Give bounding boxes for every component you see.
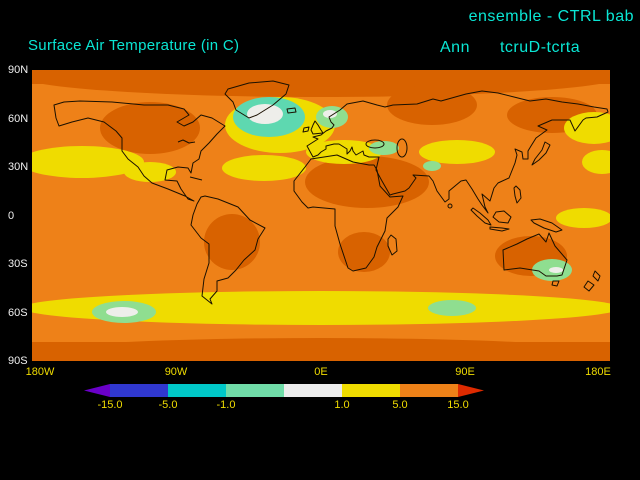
colorbar-tick-label: 1.0 [334, 399, 350, 411]
colorbar [84, 384, 484, 397]
coast-new-guinea [530, 218, 563, 233]
region-black-caspian-cool [369, 141, 399, 155]
region-north-pacific-mild [20, 146, 144, 178]
lon-tick-label: 90E [455, 366, 475, 378]
colorbar-segment [284, 384, 342, 397]
coast-greenland [224, 80, 290, 119]
region-west-siberia-warm [387, 85, 477, 125]
colorbar-tick-label: -15.0 [97, 399, 123, 411]
colorbar-segment [110, 384, 168, 397]
page-title: Surface Air Temperature (in C) [28, 37, 240, 54]
coast-philippines [513, 185, 522, 204]
lat-tick-label: 60S [8, 306, 28, 319]
coast-ireland [302, 126, 310, 133]
contour-fill-layer [11, 53, 631, 374]
lon-tick-label: 0E [314, 366, 328, 378]
region-southern-ocean-band [21, 291, 621, 325]
coast-north-america [53, 100, 226, 202]
lon-tick-label: 180W [25, 366, 55, 378]
lat-tick-label: 90N [8, 64, 29, 76]
colorbar-tick-label: 5.0 [392, 399, 408, 411]
coast-australia [502, 232, 568, 277]
lon-tick-label: 90W [164, 366, 188, 378]
colorbar-tick-label: -1.0 [216, 399, 236, 411]
lon-tick-label: 180E [585, 366, 611, 378]
lat-tick-label: 30N [8, 161, 29, 173]
coast-new-zealand-south [583, 280, 595, 292]
temperature-map [11, 53, 631, 374]
region-south-america-warm [204, 214, 260, 270]
coast-madagascar [387, 234, 398, 256]
coast-sumatra [470, 207, 492, 226]
coast-new-zealand-north [592, 270, 601, 282]
coast-africa [293, 154, 404, 272]
coast-java [489, 226, 510, 232]
region-tasman-core [549, 267, 563, 273]
subtitle-ensemble: ensemble - CTRL bab [468, 8, 634, 25]
right-subtitle: Ann tcruD-tcrta [440, 39, 580, 57]
colorbar-segment [342, 384, 400, 397]
colorbar-tick-label: -5.0 [158, 399, 178, 411]
coast-borneo [492, 210, 512, 224]
coast-iceland [286, 107, 297, 114]
colorbar-tick-label: 15.0 [447, 399, 469, 411]
region-atlantic-mild [222, 155, 306, 181]
colorbar-right-arrow [458, 384, 484, 397]
coast-great-lakes [177, 139, 196, 144]
lat-tick-label: 90S [8, 355, 28, 367]
coast-japan [531, 141, 551, 166]
region-norway-near-zero-core [323, 110, 337, 118]
region-sahara-arabia-warm [305, 156, 429, 208]
coast-eurasia [306, 90, 609, 214]
region-central-asia-mild [419, 140, 495, 164]
region-southern-africa-warm [338, 232, 390, 272]
colorbar-swatches [84, 384, 484, 397]
region-ne-pacific-mild [564, 112, 624, 144]
colorbar-segment [400, 384, 458, 397]
coast-sri-lanka [447, 203, 453, 209]
coast-black-sea [365, 139, 385, 149]
coast-cuba [189, 176, 203, 181]
colorbar-left-arrow [84, 384, 110, 397]
map-plot [11, 53, 631, 374]
field-label: tcruD-tcrta [499, 39, 581, 56]
region-southern-ocean-mid-cool [428, 300, 476, 316]
region-greenland-near-zero-core [247, 104, 283, 124]
region-north-america-warm [100, 102, 200, 154]
region-southern-ocean-west-core [106, 307, 138, 317]
colorbar-segment [168, 384, 226, 397]
colorbar-segment [226, 384, 284, 397]
region-mexico-mild [124, 162, 176, 182]
region-west-pacific-eq-mild [556, 208, 612, 228]
region-europe-med-mild [306, 140, 382, 164]
lat-tick-label: 60N [8, 112, 29, 125]
coast-caspian-sea [396, 138, 408, 158]
season-label: Ann [440, 39, 470, 56]
colorbar-labels: -15.0 -5.0 -1.0 1.0 5.0 15.0 [84, 399, 484, 413]
coast-tasmania [551, 280, 560, 287]
coast-south-america [190, 195, 266, 305]
region-tibet-cool [423, 161, 441, 171]
lat-tick-label: 30S [8, 258, 28, 270]
coast-britain [310, 120, 324, 135]
lat-tick-label: 0 [8, 209, 15, 222]
coastline-layer [53, 80, 609, 305]
